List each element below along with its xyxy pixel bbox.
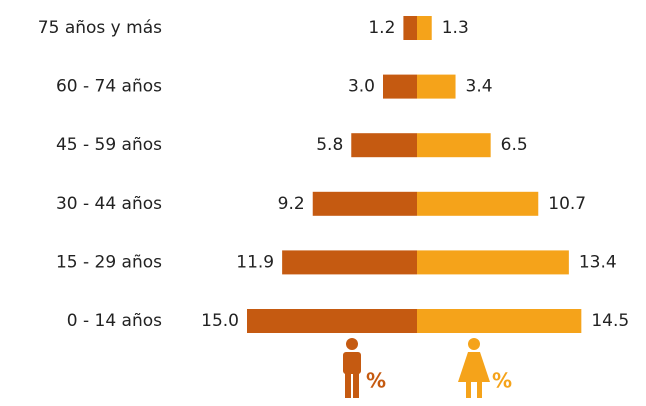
- value-label: 14.5: [591, 311, 629, 331]
- category-label: 45 - 59 años: [56, 135, 162, 155]
- category-label: 15 - 29 años: [56, 252, 162, 272]
- male-icon: [343, 338, 361, 398]
- value-label: 1.3: [442, 18, 469, 38]
- value-label: 6.5: [501, 135, 528, 155]
- category-label: 75 años y más: [38, 18, 162, 38]
- bar: [417, 133, 491, 158]
- category-label: 30 - 44 años: [56, 194, 162, 214]
- value-label: 1.2: [368, 18, 395, 38]
- bar: [417, 191, 539, 216]
- category-label: 60 - 74 años: [56, 77, 162, 97]
- bar: [417, 74, 456, 99]
- value-label: 10.7: [548, 194, 586, 214]
- legend-label: %: [366, 369, 386, 393]
- bar: [282, 250, 417, 275]
- bar: [417, 250, 569, 275]
- value-label: 11.9: [236, 252, 274, 272]
- female-icon: [458, 338, 490, 398]
- legend-label: %: [492, 369, 512, 393]
- category-label: 0 - 14 años: [67, 311, 162, 331]
- bar: [312, 191, 417, 216]
- value-label: 5.8: [316, 135, 343, 155]
- bar: [417, 309, 582, 333]
- bar: [351, 133, 417, 158]
- value-label: 3.0: [348, 77, 375, 97]
- bar: [417, 16, 432, 40]
- value-label: 3.4: [466, 77, 493, 97]
- bar: [403, 16, 417, 40]
- bar: [383, 74, 417, 99]
- value-label: 13.4: [579, 252, 617, 272]
- value-label: 9.2: [278, 194, 305, 214]
- bar: [247, 309, 417, 333]
- value-label: 15.0: [201, 311, 239, 331]
